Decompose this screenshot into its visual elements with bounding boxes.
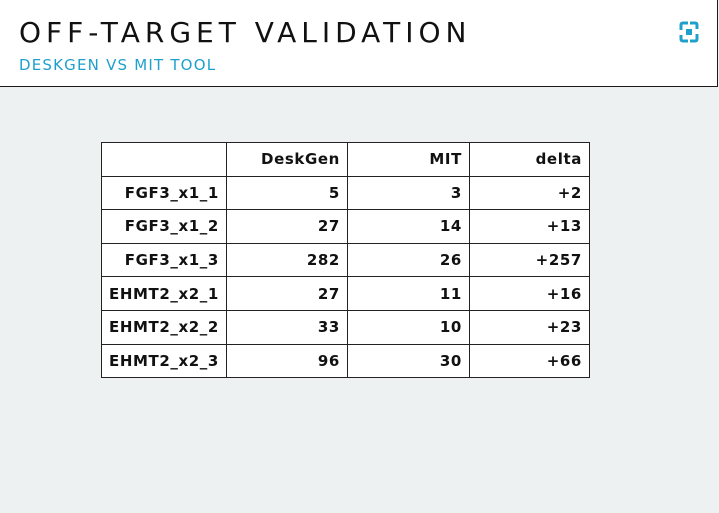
- mit-value: 30: [346, 343, 470, 379]
- deskgen-value: 96: [225, 343, 348, 379]
- table-header-row: DeskGen MIT delta: [101, 142, 590, 177]
- table-row: EHMT2_x2_2 33 10 +23: [101, 309, 590, 345]
- mit-value: 11: [346, 276, 470, 311]
- row-label: EHMT2_x2_1: [101, 276, 227, 311]
- slide-title: OFF-TARGET VALIDATION: [19, 16, 472, 49]
- table-row: EHMT2_x2_1 27 11 +16: [101, 276, 590, 311]
- validation-table: DeskGen MIT delta FGF3_x1_1 5 3 +2 FGF3_…: [101, 142, 590, 379]
- delta-value: +16: [468, 276, 590, 311]
- slide-subtitle: DESKGEN VS MIT TOOL: [19, 56, 217, 74]
- mit-value: 3: [346, 175, 470, 211]
- slide-header: OFF-TARGET VALIDATION DESKGEN VS MIT TOO…: [0, 0, 718, 87]
- deskgen-value: 282: [225, 242, 348, 278]
- column-header-mit: MIT: [346, 142, 470, 177]
- row-label: EHMT2_x2_2: [101, 309, 227, 345]
- table-row: FGF3_x1_2 27 14 +13: [101, 209, 590, 244]
- delta-value: +13: [468, 209, 590, 244]
- mit-value: 26: [346, 242, 470, 278]
- row-label: FGF3_x1_1: [101, 175, 227, 211]
- row-label: EHMT2_x2_3: [101, 343, 227, 379]
- deskgen-value: 33: [225, 309, 348, 345]
- delta-value: +257: [468, 242, 590, 278]
- delta-value: +66: [468, 343, 590, 379]
- mit-value: 14: [346, 209, 470, 244]
- column-header-delta: delta: [468, 142, 590, 177]
- column-header-deskgen: DeskGen: [225, 142, 348, 177]
- deskgen-logo-icon: [679, 21, 699, 43]
- table-row: FGF3_x1_3 282 26 +257: [101, 242, 590, 278]
- deskgen-value: 5: [225, 175, 348, 211]
- column-header-name: [101, 142, 227, 177]
- row-label: FGF3_x1_3: [101, 242, 227, 278]
- deskgen-value: 27: [225, 209, 348, 244]
- deskgen-value: 27: [225, 276, 348, 311]
- table-row: FGF3_x1_1 5 3 +2: [101, 175, 590, 211]
- delta-value: +2: [468, 175, 590, 211]
- delta-value: +23: [468, 309, 590, 345]
- row-label: FGF3_x1_2: [101, 209, 227, 244]
- table-row: EHMT2_x2_3 96 30 +66: [101, 343, 590, 379]
- mit-value: 10: [346, 309, 470, 345]
